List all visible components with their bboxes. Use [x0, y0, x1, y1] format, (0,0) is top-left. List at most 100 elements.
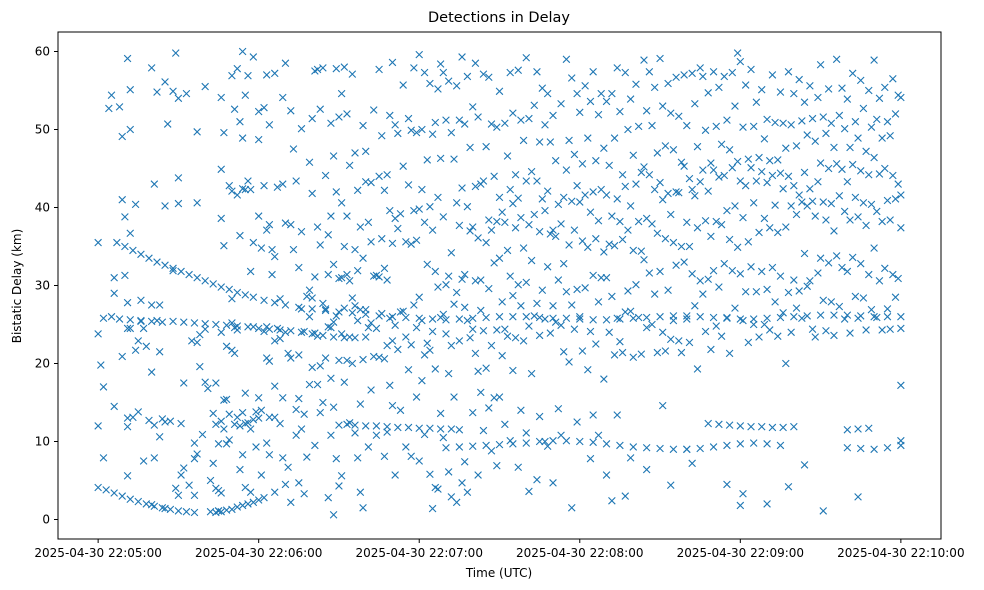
- data-point: [439, 310, 448, 319]
- data-point: [260, 296, 268, 305]
- data-point: [501, 218, 509, 227]
- data-point: [236, 465, 244, 474]
- data-point: [193, 273, 201, 282]
- data-point: [482, 313, 490, 322]
- data-point: [244, 418, 252, 427]
- data-point: [872, 207, 881, 216]
- data-point: [407, 240, 415, 248]
- data-point: [455, 221, 464, 230]
- data-point: [262, 71, 271, 79]
- data-point: [316, 105, 325, 114]
- data-point: [709, 166, 718, 174]
- y-axis-ticks: 0 10 20 30 40 50 60: [35, 45, 58, 527]
- data-point: [487, 447, 496, 455]
- data-point: [573, 285, 581, 294]
- data-point: [715, 83, 723, 92]
- data-point: [412, 323, 421, 332]
- data-point: [206, 476, 215, 485]
- data-point: [891, 110, 900, 118]
- data-point: [372, 431, 381, 440]
- data-point: [634, 313, 643, 322]
- data-point: [313, 223, 322, 231]
- data-point: [562, 287, 571, 296]
- data-point: [254, 212, 263, 220]
- data-point: [487, 341, 496, 350]
- data-point: [327, 374, 335, 383]
- data-point: [822, 129, 830, 138]
- data-point: [276, 294, 284, 303]
- data-point: [402, 238, 410, 246]
- data-point: [201, 277, 209, 285]
- data-point: [878, 217, 886, 226]
- plot-area: [57, 31, 942, 540]
- data-point: [418, 376, 426, 385]
- data-point: [838, 263, 846, 272]
- data-point: [616, 337, 624, 346]
- data-point: [394, 423, 402, 432]
- data-point: [894, 274, 902, 283]
- data-point: [666, 481, 675, 489]
- data-point: [321, 306, 330, 315]
- data-point: [626, 307, 635, 316]
- data-point: [830, 331, 838, 340]
- data-point: [118, 195, 127, 204]
- data-point: [535, 437, 544, 446]
- data-point: [795, 287, 803, 295]
- data-point: [575, 108, 584, 117]
- data-point: [426, 470, 434, 479]
- data-point: [335, 113, 343, 121]
- data-point: [436, 154, 445, 163]
- data-point: [495, 193, 504, 202]
- data-point: [155, 348, 164, 356]
- data-point: [806, 82, 814, 90]
- data-point: [637, 350, 646, 358]
- data-point: [629, 246, 638, 255]
- data-point: [217, 417, 226, 426]
- data-point: [691, 301, 699, 310]
- data-point: [835, 111, 844, 120]
- data-point: [707, 345, 715, 354]
- data-point: [843, 177, 852, 186]
- data-point: [270, 298, 279, 307]
- data-point: [436, 409, 445, 418]
- data-point: [340, 378, 349, 387]
- data-point: [541, 315, 549, 323]
- data-point: [126, 324, 135, 333]
- data-point: [495, 393, 504, 401]
- data-point: [131, 346, 140, 355]
- data-point: [680, 71, 688, 79]
- data-point: [420, 430, 429, 439]
- data-point: [664, 79, 672, 88]
- data-point: [757, 167, 766, 176]
- data-point: [353, 454, 362, 462]
- data-point: [423, 260, 432, 269]
- data-point: [329, 333, 338, 341]
- data-point: [897, 191, 905, 199]
- data-point: [345, 418, 354, 427]
- data-point: [268, 270, 276, 279]
- data-point: [278, 454, 287, 462]
- data-point: [666, 335, 675, 344]
- data-point: [522, 177, 531, 185]
- data-point: [340, 242, 349, 251]
- data-point: [519, 244, 528, 252]
- data-point: [444, 369, 453, 378]
- data-point: [864, 424, 873, 433]
- data-point: [134, 408, 143, 416]
- data-point: [757, 85, 766, 94]
- data-point: [356, 400, 365, 408]
- data-point: [814, 177, 822, 186]
- data-point: [396, 308, 405, 316]
- data-point: [776, 441, 785, 450]
- data-point: [434, 485, 442, 493]
- data-point: [340, 63, 349, 71]
- data-point: [575, 315, 584, 323]
- data-point: [517, 406, 525, 415]
- data-point: [551, 318, 560, 326]
- data-point: [720, 72, 729, 81]
- y-tick-label: 30: [35, 279, 50, 293]
- data-point: [442, 443, 450, 452]
- data-point: [723, 313, 731, 322]
- data-point: [377, 309, 386, 318]
- data-point: [482, 238, 490, 247]
